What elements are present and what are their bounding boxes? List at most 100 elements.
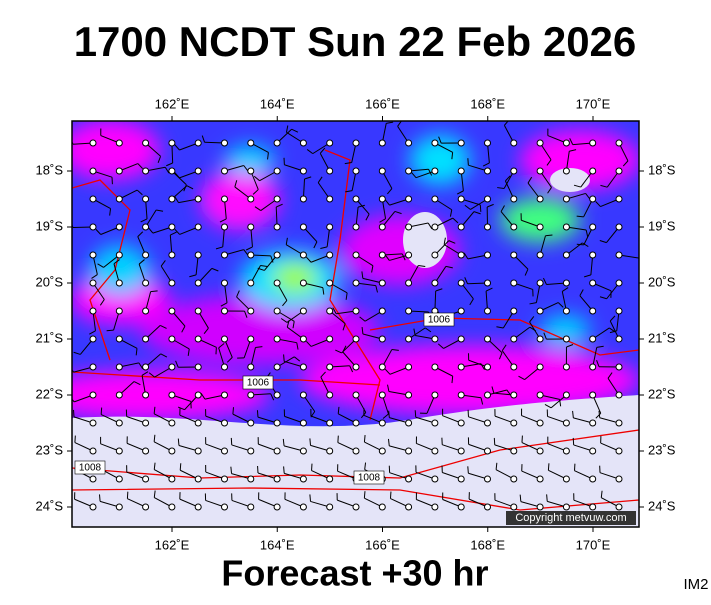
barb-station xyxy=(116,140,122,146)
barb-station xyxy=(327,308,333,314)
barb-station xyxy=(511,280,517,286)
barb-station xyxy=(511,364,517,370)
barb-station xyxy=(327,252,333,258)
barb-station xyxy=(327,336,333,342)
barb-station xyxy=(406,392,412,398)
barb-station xyxy=(274,364,280,370)
barb-station xyxy=(511,476,517,482)
barb-station xyxy=(222,392,228,398)
barb-station xyxy=(432,224,438,230)
barb-flag xyxy=(577,216,584,217)
barb-station xyxy=(143,420,149,426)
barb-station xyxy=(563,308,569,314)
barb-flag xyxy=(468,158,469,165)
barb-station xyxy=(248,476,254,482)
barb-station xyxy=(169,420,175,426)
lon-label: 164˚E xyxy=(260,96,295,111)
barb-station xyxy=(511,448,517,454)
barb-station xyxy=(143,336,149,342)
lat-label: 20˚S xyxy=(36,274,64,289)
lon-label: 164˚E xyxy=(260,537,295,552)
barb-station xyxy=(300,476,306,482)
barb-station xyxy=(274,504,280,510)
barb-station xyxy=(379,168,385,174)
lat-label: 19˚S xyxy=(648,218,676,233)
barb-station xyxy=(590,364,596,370)
barb-station xyxy=(222,504,228,510)
barb-station xyxy=(432,476,438,482)
lon-label: 166˚E xyxy=(365,96,400,111)
barb-station xyxy=(616,448,622,454)
barb-station xyxy=(616,168,622,174)
barb-station xyxy=(537,336,543,342)
barb-station xyxy=(432,448,438,454)
barb-flag xyxy=(548,463,549,470)
barb-station xyxy=(327,140,333,146)
barb-station xyxy=(300,196,306,202)
barb-station xyxy=(248,504,254,510)
barb-station xyxy=(485,336,491,342)
barb-station xyxy=(590,420,596,426)
lat-label: 22˚S xyxy=(36,386,64,401)
barb-station xyxy=(406,420,412,426)
barb-station xyxy=(169,308,175,314)
barb-station xyxy=(353,196,359,202)
barb-station xyxy=(537,420,543,426)
barb-station xyxy=(300,252,306,258)
barb-station xyxy=(143,196,149,202)
barb-station xyxy=(90,252,96,258)
barb-station xyxy=(537,476,543,482)
barb-station xyxy=(195,448,201,454)
barb-station xyxy=(248,224,254,230)
barb-station xyxy=(90,364,96,370)
barb-station xyxy=(379,308,385,314)
barb-station xyxy=(353,504,359,510)
barb-station xyxy=(616,336,622,342)
barb-station xyxy=(353,224,359,230)
barb-station xyxy=(563,196,569,202)
barb-station xyxy=(169,196,175,202)
barb-station xyxy=(222,196,228,202)
lat-label: 21˚S xyxy=(36,330,64,345)
barb-flag xyxy=(310,494,311,501)
barb-station xyxy=(300,308,306,314)
barb-station xyxy=(353,364,359,370)
barb-station xyxy=(485,504,491,510)
barb-station xyxy=(143,504,149,510)
barb-station xyxy=(406,448,412,454)
barb-station xyxy=(248,140,254,146)
barb-flag xyxy=(545,235,552,236)
barb-station xyxy=(353,140,359,146)
barb-station xyxy=(90,392,96,398)
barb-station xyxy=(485,140,491,146)
barb-station xyxy=(590,224,596,230)
barb-station xyxy=(248,168,254,174)
barb-station xyxy=(485,280,491,286)
barb-station xyxy=(116,336,122,342)
barb-station xyxy=(563,392,569,398)
barb-station xyxy=(537,224,543,230)
barb-station xyxy=(274,280,280,286)
barb-station xyxy=(248,448,254,454)
barb-station xyxy=(616,196,622,202)
barb-station xyxy=(590,308,596,314)
barb-station xyxy=(406,336,412,342)
barb-station xyxy=(169,448,175,454)
barb-station xyxy=(116,168,122,174)
barb-station xyxy=(379,504,385,510)
barb-station xyxy=(90,140,96,146)
barb-station xyxy=(406,364,412,370)
barb-station xyxy=(563,140,569,146)
barb-station xyxy=(406,140,412,146)
barb-station xyxy=(90,224,96,230)
barb-station xyxy=(563,420,569,426)
barb-station xyxy=(353,280,359,286)
barb-flag xyxy=(310,438,311,445)
barb-station xyxy=(353,392,359,398)
barb-station xyxy=(274,476,280,482)
barb-station xyxy=(485,308,491,314)
barb-station xyxy=(616,140,622,146)
lat-label: 23˚S xyxy=(36,442,64,457)
barb-station xyxy=(90,420,96,426)
lon-label: 168˚E xyxy=(470,96,505,111)
